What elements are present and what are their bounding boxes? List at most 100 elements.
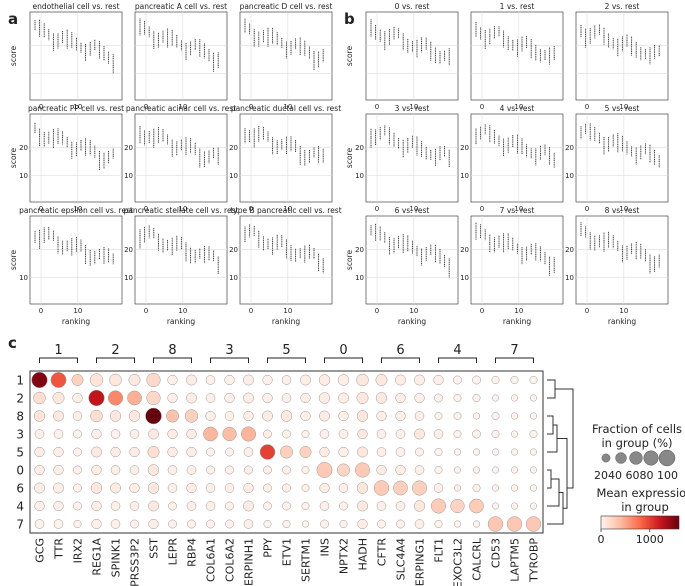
a-panel-frame — [29, 11, 123, 101]
dot — [492, 502, 499, 510]
b-ytick: 20 — [460, 246, 469, 254]
b-ytick: 20 — [355, 246, 364, 254]
a-ytick: 20 — [229, 144, 238, 152]
a-xtick: 10 — [283, 205, 292, 213]
gene-label: IRX2 — [72, 538, 85, 563]
dot — [473, 412, 480, 420]
dot — [280, 445, 293, 459]
dot — [73, 501, 82, 511]
dot — [243, 482, 254, 494]
gene-label: TTR — [53, 538, 66, 560]
dot — [357, 446, 368, 458]
dot — [262, 392, 273, 404]
a-xtick: 10 — [73, 307, 82, 315]
dot — [109, 410, 122, 422]
gene-label: CD53 — [490, 538, 503, 568]
a-panel-title: type B pancreatic cell vs. rest — [230, 206, 341, 215]
dot — [73, 483, 82, 493]
dot — [128, 410, 141, 422]
dot — [205, 483, 216, 493]
group-bracket — [267, 357, 306, 363]
b-xtick: 10 — [619, 205, 628, 213]
row-label: 6 — [16, 482, 24, 496]
dot — [240, 426, 257, 442]
b-xtick: 0 — [480, 205, 484, 213]
a-panel-title: pancreatic D cell vs. rest — [240, 2, 333, 11]
dot — [91, 518, 102, 530]
group-bracket — [381, 357, 420, 363]
dot — [184, 409, 199, 423]
dot — [107, 390, 124, 406]
group-bracket — [153, 357, 192, 363]
dot — [244, 465, 253, 475]
dot — [129, 501, 140, 511]
dot — [472, 484, 481, 492]
dot — [453, 430, 462, 438]
a-ylabel: score — [9, 46, 18, 67]
dot — [167, 483, 178, 493]
b-panel-frame — [365, 11, 459, 101]
a-panel-frame — [29, 113, 123, 203]
dot — [356, 373, 369, 387]
dot — [525, 516, 542, 532]
b-xtick: 0 — [375, 103, 379, 111]
gene-label: SLC4A4 — [395, 538, 408, 580]
dot — [376, 464, 387, 476]
a-xtick: 0 — [249, 205, 253, 213]
dot — [186, 501, 197, 511]
dot — [243, 500, 254, 512]
dot — [492, 466, 499, 474]
b-panel-title: 1 vs. rest — [500, 2, 535, 11]
dot — [301, 502, 310, 510]
dot — [34, 464, 45, 476]
dot — [34, 519, 45, 529]
dot — [492, 448, 499, 456]
dot — [433, 374, 444, 386]
a-xtick: 10 — [283, 103, 292, 111]
dot — [414, 392, 425, 404]
gene-label: PPY — [262, 538, 275, 558]
b-panel-title: 6 vs. rest — [395, 206, 430, 215]
dot — [376, 447, 387, 457]
dot — [491, 376, 500, 384]
dot — [33, 391, 46, 405]
dendrogram-branch — [555, 388, 574, 489]
gene-label: SERPINH1 — [243, 538, 256, 586]
dot — [357, 518, 368, 530]
b-xtick: 0 — [585, 103, 589, 111]
dot — [373, 480, 390, 496]
a-xtick: 10 — [178, 307, 187, 315]
gene-label: COL6A1 — [205, 538, 218, 582]
dot — [453, 375, 462, 385]
dot — [414, 374, 425, 386]
size-legend-dot — [629, 451, 643, 465]
dot — [453, 394, 462, 402]
a-ylabel: score — [9, 250, 18, 271]
dot — [206, 447, 215, 457]
dot — [511, 466, 518, 474]
size-legend-subtitle: in group (%) — [601, 436, 672, 450]
a-xtick: 0 — [144, 205, 148, 213]
dot — [129, 482, 140, 494]
gene-label: ETV1 — [281, 538, 294, 566]
dot — [300, 410, 311, 422]
gene-label: SST — [148, 538, 161, 559]
dot — [302, 520, 309, 528]
dot — [71, 374, 84, 386]
dot — [282, 520, 291, 528]
dot — [225, 465, 234, 475]
dot — [316, 462, 333, 478]
dot — [491, 430, 500, 438]
a-panel-title: pancreatic ductal cell vs. rest — [231, 104, 341, 113]
dot — [301, 484, 310, 492]
dot — [110, 501, 121, 511]
a-panel: pancreatic D cell vs. rest 0 10 — [240, 2, 333, 111]
dot — [338, 429, 349, 439]
size-legend-dot — [643, 450, 659, 466]
dot — [148, 428, 159, 440]
dot — [186, 482, 197, 494]
dot — [300, 374, 311, 386]
